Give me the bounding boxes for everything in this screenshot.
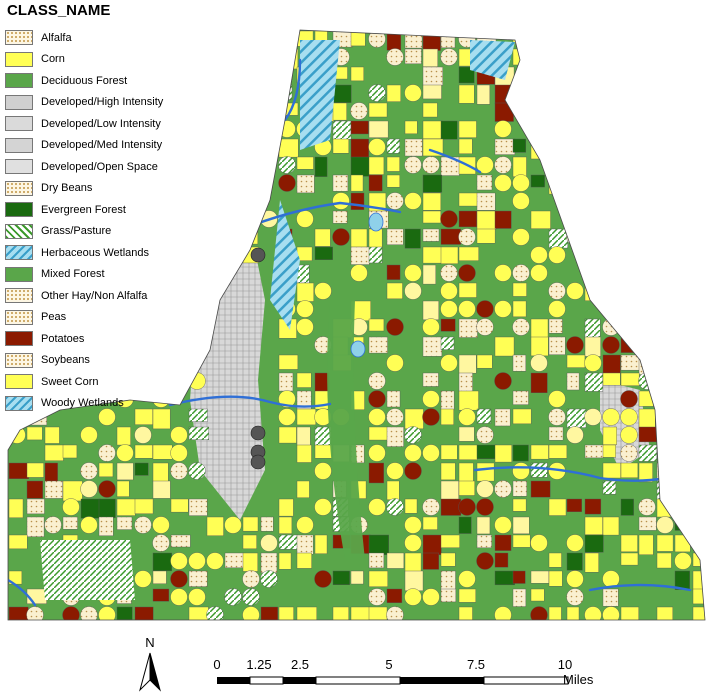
scale-tick-3: 5 (385, 657, 393, 672)
scale-unit: Miles (563, 672, 594, 687)
legend-item: Other Hay/Non Alfalfa (5, 285, 205, 307)
legend-swatch (5, 116, 33, 132)
legend-label: Sweet Corn (41, 375, 99, 388)
legend-swatch (5, 137, 33, 153)
legend-label: Developed/Med Intensity (41, 139, 163, 152)
legend-label: Developed/Low Intensity (41, 117, 161, 130)
legend-item: Potatoes (5, 328, 205, 350)
legend-label: Woody Wetlands (41, 397, 124, 410)
legend-item: Mixed Forest (5, 264, 205, 286)
legend-item: Herbaceous Wetlands (5, 242, 205, 264)
legend-label: Dry Beans (41, 182, 93, 195)
legend-label: Corn (41, 53, 65, 66)
legend-label: Developed/High Intensity (41, 96, 164, 109)
legend-swatch (5, 51, 33, 67)
legend-label: Other Hay/Non Alfalfa (41, 289, 148, 302)
legend-item: Developed/Low Intensity (5, 113, 205, 135)
north-label: N (145, 635, 154, 650)
legend-item: Sweet Corn (5, 371, 205, 393)
legend-item: Woody Wetlands (5, 393, 205, 415)
legend-label: Herbaceous Wetlands (41, 246, 150, 259)
legend-item: Developed/Med Intensity (5, 135, 205, 157)
legend-label: Soybeans (41, 354, 90, 367)
legend-label: Developed/Open Space (41, 160, 158, 173)
legend-item: Corn (5, 49, 205, 71)
legend-item: Peas (5, 307, 205, 329)
legend-swatch (5, 180, 33, 196)
legend-label: Alfalfa (41, 31, 72, 44)
map-legend: CLASS_NAME Alfalfa Corn Deciduous Forest De… (5, 2, 205, 414)
legend-item: Deciduous Forest (5, 70, 205, 92)
scale-tick-1: 1.25 (246, 657, 272, 672)
legend-swatch (5, 395, 33, 411)
legend-swatch (5, 159, 33, 175)
legend-label: Mixed Forest (41, 268, 105, 281)
legend-swatch (5, 266, 33, 282)
legend-swatch (5, 288, 33, 304)
legend-label: Potatoes (41, 332, 85, 345)
legend-label: Evergreen Forest (41, 203, 126, 216)
legend-label: Deciduous Forest (41, 74, 128, 87)
scale-tick-5: 10 (557, 657, 573, 672)
legend-item: Alfalfa (5, 27, 205, 49)
legend-label: Peas (41, 311, 67, 324)
scale-tick-4: 7.5 (466, 657, 486, 672)
legend-swatch (5, 202, 33, 218)
legend-swatch (5, 309, 33, 325)
legend-swatch (5, 374, 33, 390)
legend-swatch (5, 223, 33, 239)
legend-swatch (5, 73, 33, 89)
legend-swatch (5, 94, 33, 110)
legend-swatch (5, 331, 33, 347)
legend-item: Evergreen Forest (5, 199, 205, 221)
legend-item: Dry Beans (5, 178, 205, 200)
legend-item: Developed/Open Space (5, 156, 205, 178)
legend-item: Soybeans (5, 350, 205, 372)
north-arrow: N (139, 635, 161, 692)
scale-tick-0: 0 (213, 657, 221, 672)
scale-bar (217, 676, 569, 685)
legend-item: Grass/Pasture (5, 221, 205, 243)
legend-item: Developed/High Intensity (5, 92, 205, 114)
scale-tick-2: 2.5 (290, 657, 310, 672)
legend-swatch (5, 30, 33, 46)
legend-title: CLASS_NAME (7, 2, 111, 19)
legend-label: Grass/Pasture (41, 225, 112, 238)
legend-swatch (5, 352, 33, 368)
legend-swatch (5, 245, 33, 261)
